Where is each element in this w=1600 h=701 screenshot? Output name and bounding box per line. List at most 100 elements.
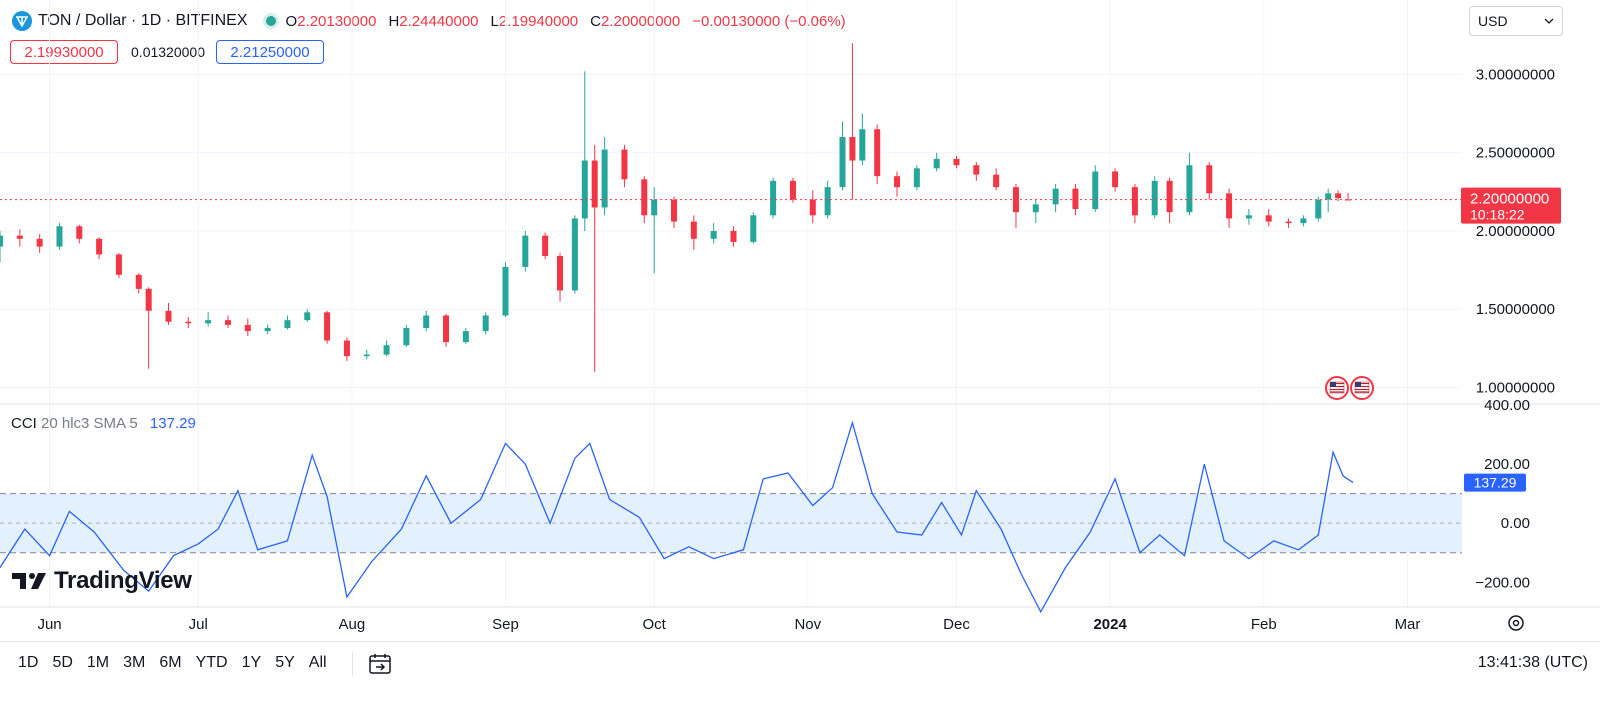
candle-body [1092, 171, 1099, 210]
candle [621, 144, 628, 188]
tradingview-logo[interactable]: TradingView [12, 567, 192, 595]
candle [953, 155, 960, 169]
candle-body [1315, 199, 1322, 219]
candle [1092, 165, 1099, 213]
candle [284, 315, 291, 330]
candle-body [933, 158, 940, 169]
candle-body [1245, 215, 1252, 219]
candle [1032, 199, 1039, 224]
candle-body [76, 226, 83, 239]
ohlc-close: C2.20000000 [590, 12, 681, 30]
calendar-goto-icon[interactable] [368, 652, 392, 676]
candle-body [874, 129, 881, 177]
candle-body [1325, 193, 1332, 200]
candle [913, 165, 920, 191]
range-6m[interactable]: 6M [159, 654, 182, 671]
event-markers [1325, 376, 1374, 400]
candle [205, 312, 212, 327]
candle-body [16, 235, 23, 239]
range-1y[interactable]: 1Y [241, 654, 262, 671]
candle [1335, 190, 1342, 202]
x-tick-label: Feb [1251, 616, 1277, 633]
candle-body [343, 340, 350, 357]
range-3m[interactable]: 3M [123, 654, 146, 671]
countdown-label: 10:18:22 [1470, 207, 1525, 223]
chevron-down-icon [1544, 18, 1554, 24]
candle [1012, 184, 1019, 228]
market-status-icon[interactable] [265, 16, 276, 26]
candle-body [1131, 187, 1138, 216]
candle-body [824, 187, 831, 216]
cci-series [0, 420, 1354, 614]
candle [443, 313, 450, 347]
candle-body [591, 160, 598, 208]
ton-logo-icon [12, 11, 32, 31]
cci-line [0, 420, 1354, 614]
us-economic-event-icon [1325, 376, 1349, 400]
candle [894, 171, 901, 197]
utc-clock[interactable]: 13:41:38 (UTC) [1477, 654, 1588, 671]
price-tick-label: 3.00000000 [1476, 66, 1555, 83]
candle [839, 121, 846, 191]
candle [1052, 184, 1059, 213]
candle-body [115, 254, 122, 275]
candle-body [542, 235, 549, 256]
symbol-title[interactable]: TON / Dollar · 1D · BITFINEX [38, 12, 248, 29]
candle [224, 315, 231, 328]
currency-select[interactable]: USD [1469, 6, 1563, 36]
price-chart[interactable]: Jun Jul Aug Sep Oct Nov Dec 2024 Feb Mar 1.0000000… [0, 0, 1600, 640]
cci-value: 137.29 [149, 415, 196, 432]
candle [557, 252, 564, 302]
candle [264, 324, 271, 335]
ohlc-open: O2.20130000 [285, 12, 377, 30]
candle [502, 262, 509, 318]
candle [1151, 176, 1158, 219]
candle-body [953, 158, 960, 166]
x-tick-label: Jun [37, 616, 61, 633]
candle-body [522, 235, 529, 267]
candle-body [1206, 165, 1213, 194]
candle-body [621, 149, 628, 180]
buy-price-button[interactable]: 2.21250000 [216, 40, 324, 64]
candle [542, 232, 549, 260]
candle-body [1052, 188, 1059, 205]
candle [770, 177, 777, 219]
range-ytd[interactable]: YTD [195, 654, 228, 671]
cci-tick-label: 400.00 [1484, 397, 1530, 414]
x-tick-label: 2024 [1093, 616, 1127, 633]
candle [591, 144, 598, 372]
x-tick-label: Nov [794, 616, 821, 633]
candle [874, 124, 881, 184]
cci-legend[interactable]: CCI 20 hlc3 SMA 5 137.29 [11, 415, 196, 432]
range-5y[interactable]: 5Y [275, 654, 295, 671]
candle-body [165, 310, 172, 322]
candle [403, 324, 410, 347]
candle [165, 302, 172, 325]
candle-body [423, 315, 430, 328]
candle [343, 337, 350, 361]
range-5d[interactable]: 5D [52, 654, 73, 671]
range-all[interactable]: All [308, 654, 327, 671]
candle [571, 215, 578, 294]
time-range-selector: 1D 5D 1M 3M 6M YTD 1Y 5Y All [18, 654, 327, 672]
candle-body [205, 320, 212, 324]
candle-body [581, 160, 588, 219]
candle-body [690, 221, 697, 239]
cci-value-label: 137.29 [1474, 475, 1517, 491]
candle [36, 234, 43, 253]
sell-price-button[interactable]: 2.19930000 [10, 40, 118, 64]
range-1m[interactable]: 1M [86, 654, 110, 671]
x-tick-label: Oct [643, 616, 667, 633]
candle [244, 318, 251, 336]
ohlc-high: H2.24440000 [388, 12, 479, 30]
candle-body [993, 174, 1000, 188]
range-1d[interactable]: 1D [18, 654, 39, 671]
candle-body [973, 165, 980, 175]
candle-body [96, 238, 103, 255]
candle [1112, 168, 1119, 192]
candle-body [839, 137, 846, 188]
cci-tick-label: −200.00 [1475, 574, 1530, 591]
candle-body [601, 149, 608, 208]
candle-body [1226, 193, 1233, 219]
candle [185, 317, 192, 328]
